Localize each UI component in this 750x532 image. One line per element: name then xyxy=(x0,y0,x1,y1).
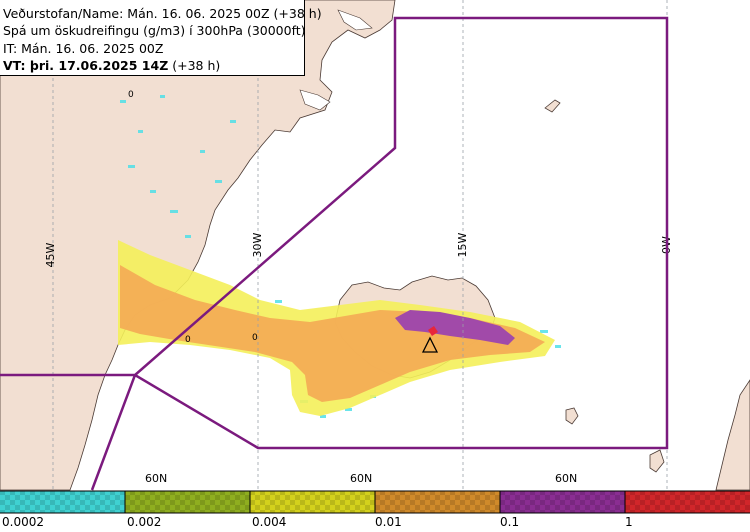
scoresby-sund xyxy=(299,89,331,111)
info-line-1: Veðurstofan/Name: Mán. 16. 06. 2025 00Z … xyxy=(3,5,322,22)
lon-label-15w: 15W xyxy=(456,232,469,257)
lat-label-60n-1: 60N xyxy=(145,472,167,485)
legend-label: 0.004 xyxy=(252,515,287,529)
contour-label: 0 xyxy=(128,90,134,100)
contour-label: 0 xyxy=(185,335,191,345)
lead-time: (+38 h) xyxy=(168,58,221,74)
legend-labels: 0.0002 0.002 0.004 0.01 0.1 1 xyxy=(0,513,750,532)
legend-label: 0.0002 xyxy=(2,515,44,529)
info-line-3: IT: Mán. 16. 06. 2025 00Z xyxy=(3,40,164,56)
northeast-fjord xyxy=(337,9,373,31)
greenland-landmass xyxy=(0,0,396,491)
volcano-icon xyxy=(421,336,439,353)
legend-label: 0.1 xyxy=(500,515,520,529)
valid-time: VT: þri. 17.06.2025 14Z xyxy=(3,58,169,74)
ash-plume-red xyxy=(428,326,438,336)
office-label: Veðurstofan/Name: xyxy=(3,6,124,21)
legend-label: 1 xyxy=(625,515,633,529)
jan-mayen xyxy=(544,99,561,113)
legend-label: 0.002 xyxy=(127,515,162,529)
faroe-islands xyxy=(565,407,579,425)
shetland xyxy=(649,449,665,473)
ash-plume-orange xyxy=(120,265,545,402)
info-line-4: VT: þri. 17.06.2025 14Z (+38 h) xyxy=(3,57,304,74)
lon-label-45w: 45W xyxy=(44,242,57,267)
lat-label-60n-2: 60N xyxy=(350,472,372,485)
forecast-time: Mán. 16. 06. 2025 00Z (+38 h) xyxy=(123,6,322,21)
legend-bar xyxy=(0,490,750,514)
forecast-info-box: Veðurstofan/Name: Mán. 16. 06. 2025 00Z … xyxy=(0,0,322,76)
contour-label: 0 xyxy=(252,333,258,343)
info-line-2: Spá um öskudreifingu (g/m3) í 300hPa (30… xyxy=(3,23,306,39)
ash-plume-purple xyxy=(395,310,515,345)
lon-label-30w: 30W xyxy=(251,232,264,257)
fir-boundary xyxy=(0,16,669,491)
norway-coast xyxy=(715,379,750,491)
legend-label: 0.01 xyxy=(375,515,402,529)
lat-label-60n-3: 60N xyxy=(555,472,577,485)
